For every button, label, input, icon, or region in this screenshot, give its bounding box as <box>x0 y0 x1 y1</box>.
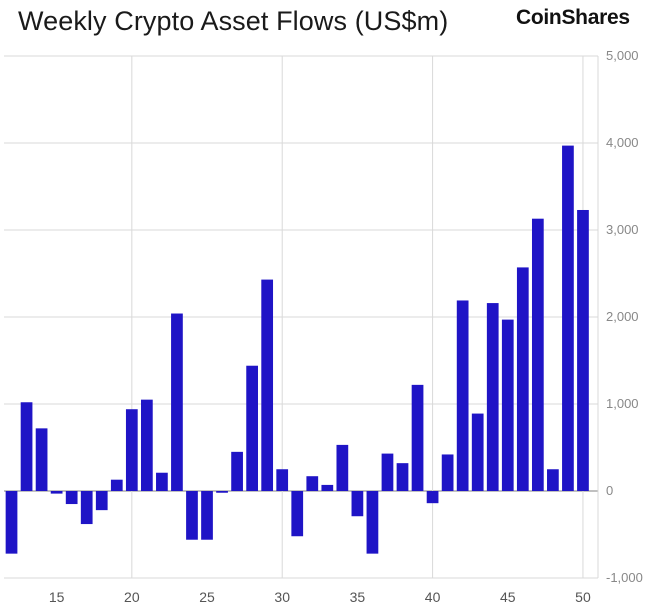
bar-week-23 <box>171 313 183 491</box>
x-tick-label: 30 <box>274 589 290 605</box>
bar-week-26 <box>216 491 228 493</box>
bar-week-28 <box>246 365 258 491</box>
y-tick-label: 5,000 <box>606 48 639 63</box>
bar-week-15 <box>50 491 63 494</box>
bar-week-43 <box>471 413 484 491</box>
bar-week-25 <box>201 491 213 540</box>
bar-week-14 <box>35 428 48 491</box>
coinshares-logo: CoinShares <box>516 6 630 29</box>
y-tick-label: 0 <box>606 483 613 498</box>
bar-week-35 <box>351 491 364 517</box>
bar-week-49 <box>562 145 574 492</box>
bar-week-42 <box>456 300 469 491</box>
x-tick-label: 40 <box>425 589 441 605</box>
bar-week-18 <box>95 491 108 511</box>
bar-week-37 <box>381 453 394 491</box>
bar-week-24 <box>186 491 198 540</box>
y-tick-label: -1,000 <box>606 570 643 585</box>
x-tick-label: 50 <box>575 589 591 605</box>
y-tick-label: 3,000 <box>606 222 639 237</box>
bar-week-34 <box>336 444 349 491</box>
bar-week-29 <box>261 279 274 491</box>
y-axis-ticks: 5,000 4,000 3,000 2,000 1,000 0 -1,000 <box>606 48 643 585</box>
bar-week-32 <box>306 476 319 491</box>
bar-week-16 <box>65 491 78 505</box>
bar-week-36 <box>366 491 379 554</box>
y-tick-label: 4,000 <box>606 135 639 150</box>
bar-week-33 <box>321 484 334 491</box>
bar-week-40 <box>426 491 439 504</box>
chart-title: Weekly Crypto Asset Flows (US$m) <box>18 6 449 36</box>
x-axis-ticks: 15 20 25 30 35 40 45 50 <box>49 589 591 605</box>
bar-week-30 <box>276 469 289 491</box>
bar-week-46 <box>516 267 529 491</box>
bar-week-22 <box>156 472 168 491</box>
bars-group <box>5 145 589 554</box>
bar-week-17 <box>80 491 93 525</box>
bar-week-47 <box>531 218 544 491</box>
bar-week-48 <box>547 469 559 491</box>
x-tick-label: 20 <box>124 589 140 605</box>
bar-week-38 <box>396 463 409 491</box>
bar-week-12 <box>5 491 18 554</box>
bar-week-45 <box>501 319 514 491</box>
bar-week-20 <box>125 409 138 491</box>
bar-week-13 <box>20 402 33 491</box>
bar-week-39 <box>411 384 424 491</box>
x-tick-label: 35 <box>350 589 366 605</box>
bar-week-27 <box>231 451 243 491</box>
x-tick-label: 15 <box>49 589 65 605</box>
bar-week-19 <box>110 479 123 491</box>
x-tick-label: 45 <box>500 589 516 605</box>
bar-week-44 <box>486 303 499 491</box>
y-tick-label: 2,000 <box>606 309 639 324</box>
bar-week-41 <box>441 454 454 491</box>
bar-week-50 <box>577 209 589 492</box>
bar-week-31 <box>291 491 304 537</box>
x-tick-label: 25 <box>199 589 215 605</box>
bar-week-21 <box>140 399 153 491</box>
y-tick-label: 1,000 <box>606 396 639 411</box>
